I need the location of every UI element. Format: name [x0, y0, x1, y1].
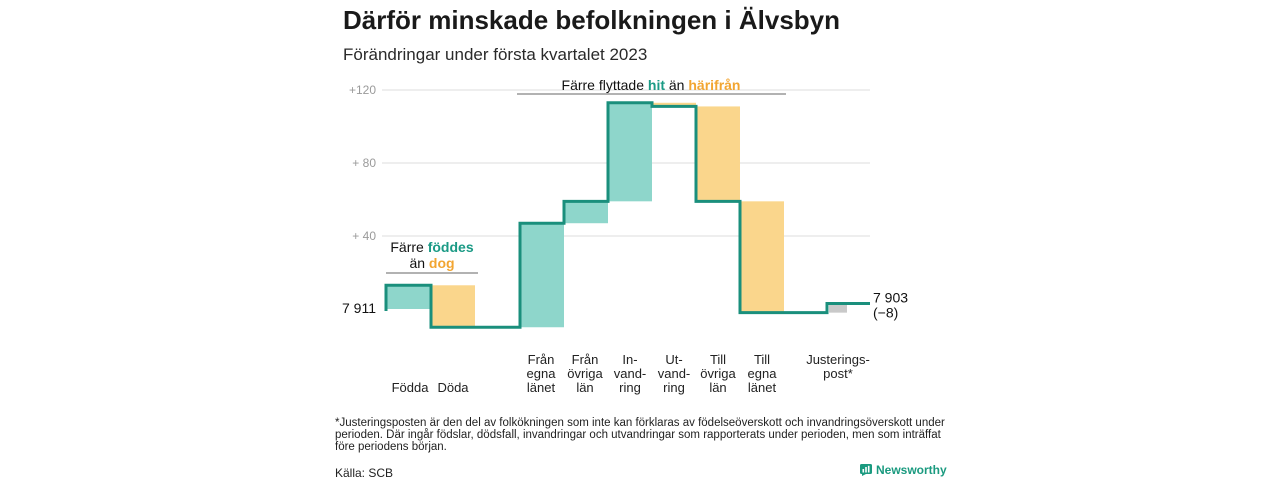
start-value-label: 7 911	[342, 300, 376, 316]
bars	[386, 102, 847, 328]
category-label-line: Justerings-	[806, 352, 870, 367]
brand-label: Newsworthy	[876, 463, 947, 477]
category-label-line: Från	[528, 352, 555, 367]
category-label: Till övriga län	[700, 352, 736, 395]
category-label: Från övriga län	[567, 352, 603, 395]
annotation-migration-part: Färre flyttade	[562, 77, 648, 93]
annotation-migration-part: än	[665, 77, 688, 93]
annotation-births-line2-part: dog	[429, 255, 455, 271]
category-label-line: Till	[754, 352, 770, 367]
category-label-line: länet	[527, 380, 556, 395]
bar-step	[564, 201, 608, 224]
category-label-line: vand-	[658, 366, 691, 381]
annotation-births-line1: Färre föddes	[390, 239, 473, 255]
annotation-births-line2-part: än	[409, 255, 428, 271]
end-change-label: (−8)	[873, 305, 898, 321]
bar-step	[608, 102, 652, 202]
category-label-line: ring	[619, 380, 641, 395]
bar-step	[386, 285, 430, 309]
category-label-line: Ut-	[665, 352, 682, 367]
category-label: Från egna länet	[527, 352, 557, 395]
category-label: Ut-vand-ring	[658, 352, 691, 395]
footnote: *Justeringsposten är den del av folkökni…	[335, 417, 945, 453]
category-label-line: egna	[748, 366, 778, 381]
source-label: Källa: SCB	[335, 466, 394, 480]
category-label-line: övriga	[700, 366, 736, 381]
category-label: Födda	[392, 380, 430, 395]
bar-step	[696, 106, 740, 202]
category-label-line: Från	[572, 352, 599, 367]
bar-step	[740, 201, 784, 313]
annotation-migration-part: hit	[648, 77, 665, 93]
y-tick-label: + 80	[352, 156, 376, 170]
annotation-migration: Färre flyttade hit än härifrån	[562, 77, 741, 93]
category-label-line: vand-	[614, 366, 647, 381]
chart-title: Därför minskade befolkningen i Älvsbyn	[343, 5, 840, 35]
category-label-line: ring	[663, 380, 685, 395]
category-label-line: övriga	[567, 366, 603, 381]
category-label: Till egna länet	[748, 352, 778, 395]
step-line-path	[384, 101, 870, 329]
step-line	[384, 101, 870, 329]
bar-step	[652, 102, 696, 107]
bar-step	[431, 285, 475, 328]
bar-step	[829, 303, 847, 313]
category-label-line: Födda	[392, 380, 430, 395]
category-label-line: Till	[710, 352, 726, 367]
brand-logo[interactable]: Newsworthy	[860, 463, 947, 477]
annotation-births-line2: än dog	[409, 255, 454, 271]
category-label: Justerings-post*	[806, 352, 870, 381]
annotation-births-line1-part: föddes	[428, 239, 474, 255]
chart-subtitle: Förändringar under första kvartalet 2023	[343, 45, 648, 64]
category-label: In-vand-ring	[614, 352, 647, 395]
end-value-label: 7 903	[873, 290, 908, 306]
newsworthy-logo-icon	[860, 464, 872, 476]
category-label-line: egna	[527, 366, 557, 381]
category-label-line: Döda	[437, 380, 469, 395]
category-label-line: län	[576, 380, 593, 395]
category-label-line: In-	[622, 352, 637, 367]
bar-step	[520, 223, 564, 328]
category-label: Döda	[437, 380, 469, 395]
annotation-births-line1-part: Färre	[390, 239, 427, 255]
y-tick-label: +120	[349, 83, 376, 97]
category-label-line: län	[709, 380, 726, 395]
category-label-line: länet	[748, 380, 777, 395]
annotation-migration-part: härifrån	[688, 77, 740, 93]
category-label-line: post*	[823, 366, 853, 381]
y-tick-label: + 40	[352, 229, 376, 243]
